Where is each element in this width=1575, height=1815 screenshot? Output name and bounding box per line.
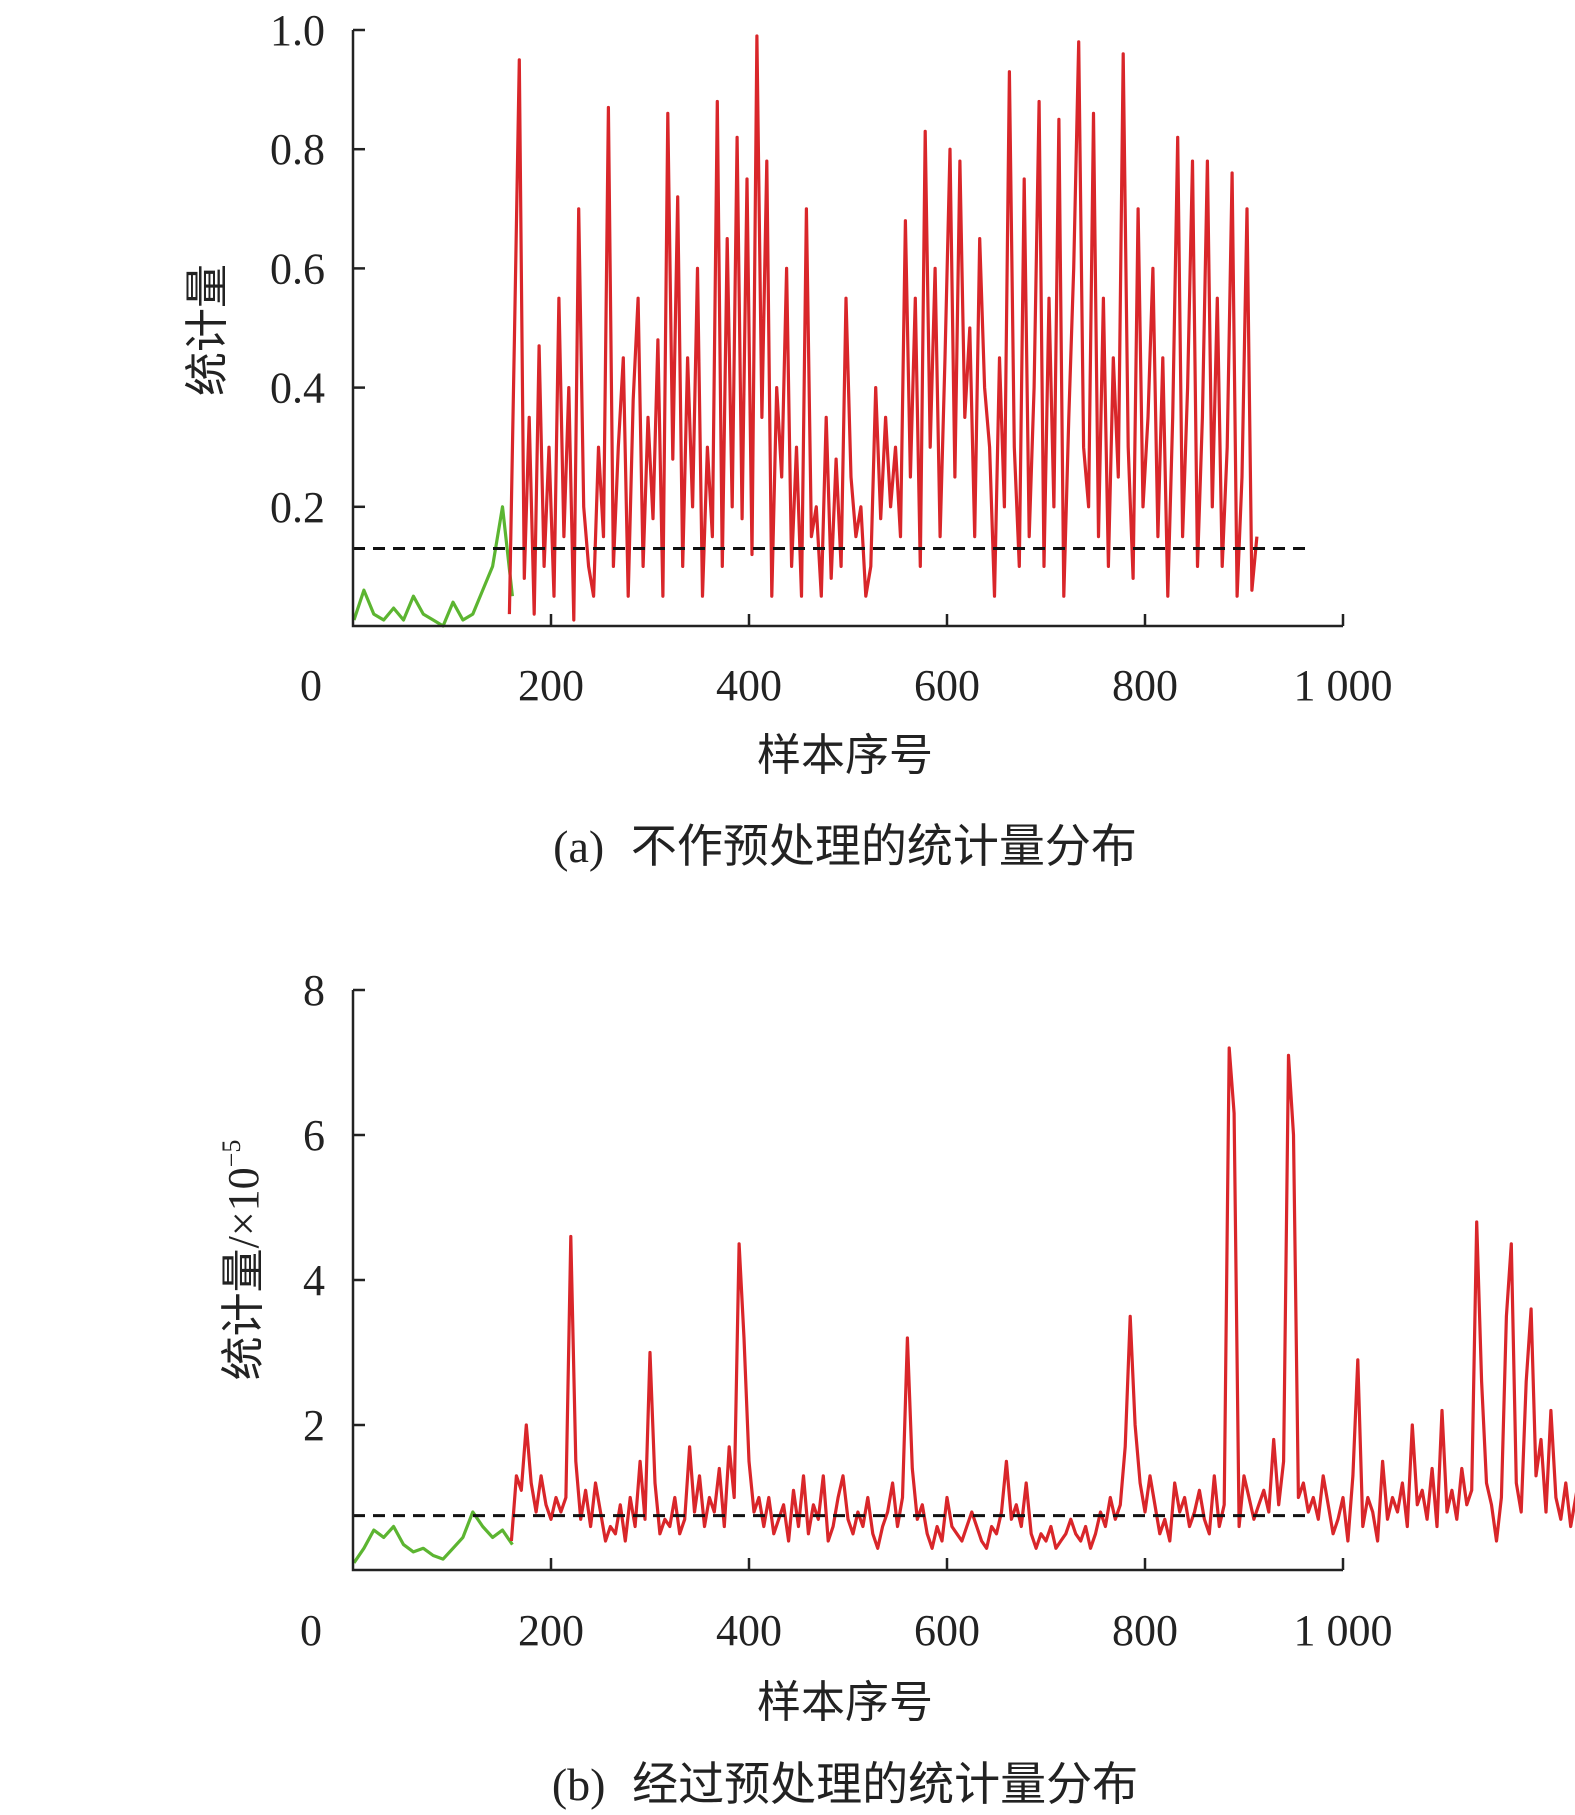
panel-a: 200 400 600 800 1 000 0.2 0.4 0.6 0.8 1.0 0 统计量 样… bbox=[182, 6, 1393, 873]
panel-b-series-layer bbox=[352, 1046, 1575, 1564]
panel-a-y-tick-label: 0.2 bbox=[270, 483, 325, 532]
panel-a-caption: (a) 不作预处理的统计量分布 bbox=[553, 819, 1137, 873]
panel-b-x-tick-label: 200 bbox=[518, 1606, 584, 1655]
panel-b-axes bbox=[351, 990, 1343, 1572]
panel-a-x-tick-label: 400 bbox=[716, 661, 782, 710]
panel-b-series-normal-line bbox=[352, 1510, 514, 1564]
panel-b-y-tick-label: 6 bbox=[303, 1111, 325, 1160]
panel-b-series-fault-line bbox=[509, 1046, 1575, 1550]
panel-a-y-tick-label: 0.6 bbox=[270, 244, 325, 293]
panel-a-ticks: 200 400 600 800 1 000 0.2 0.4 0.6 0.8 1.0 bbox=[270, 6, 1393, 710]
panel-b-y-axis-title-exponent: −5 bbox=[217, 1140, 246, 1168]
panel-b-x-origin-label: 0 bbox=[300, 1606, 322, 1655]
panel-b-x-tick-label: 400 bbox=[716, 1606, 782, 1655]
panel-a-y-tick-label: 0.4 bbox=[270, 364, 325, 413]
panel-a-y-tick-label: 0.8 bbox=[270, 125, 325, 174]
panel-a-caption-label: (a) bbox=[553, 821, 604, 872]
panel-a-x-tick-label: 1 000 bbox=[1294, 661, 1393, 710]
panel-b-x-tick-label: 800 bbox=[1112, 1606, 1178, 1655]
panel-b-y-axis-title: 统计量/×10−5 bbox=[217, 1140, 269, 1381]
panel-a-x-axis-title: 样本序号 bbox=[757, 730, 933, 781]
panel-a-caption-text: 不作预处理的统计量分布 bbox=[631, 819, 1137, 873]
panel-a-x-tick-label: 200 bbox=[518, 661, 584, 710]
panel-b-x-tick-label: 600 bbox=[914, 1606, 980, 1655]
panel-a-y-tick-label: 1.0 bbox=[270, 6, 325, 55]
panel-b-x-axis-title: 样本序号 bbox=[757, 1677, 933, 1728]
panel-a-axes bbox=[351, 30, 1343, 628]
panel-a-series-fault-line bbox=[507, 34, 1259, 622]
panel-b-caption-text: 经过预处理的统计量分布 bbox=[632, 1757, 1138, 1811]
panel-b-ticks: 200 400 600 800 1 000 2 4 6 8 bbox=[303, 966, 1393, 1655]
panel-b-x-tick-label: 1 000 bbox=[1294, 1606, 1393, 1655]
panel-a-x-origin-label: 0 bbox=[300, 661, 322, 710]
panel-b-y-tick-label: 4 bbox=[303, 1256, 325, 1305]
panel-b-y-tick-label: 2 bbox=[303, 1401, 325, 1450]
panel-b: 200 400 600 800 1 000 2 4 6 8 0 统计量/×10−5 样本序号 (… bbox=[217, 966, 1575, 1811]
panel-a-y-axis-title: 统计量 bbox=[182, 264, 233, 396]
panel-b-y-axis-title-main: 统计量 bbox=[218, 1248, 269, 1380]
panel-a-series-normal-line bbox=[352, 505, 514, 628]
panel-b-caption-label: (b) bbox=[552, 1759, 606, 1810]
panel-a-series-layer bbox=[352, 34, 1259, 628]
panel-a-x-tick-label: 600 bbox=[914, 661, 980, 710]
panel-b-y-tick-label: 8 bbox=[303, 966, 325, 1015]
panel-b-y-axis-title-unit: /×10 bbox=[219, 1167, 268, 1248]
panel-b-caption: (b) 经过预处理的统计量分布 bbox=[552, 1757, 1138, 1811]
panel-a-x-tick-label: 800 bbox=[1112, 661, 1178, 710]
